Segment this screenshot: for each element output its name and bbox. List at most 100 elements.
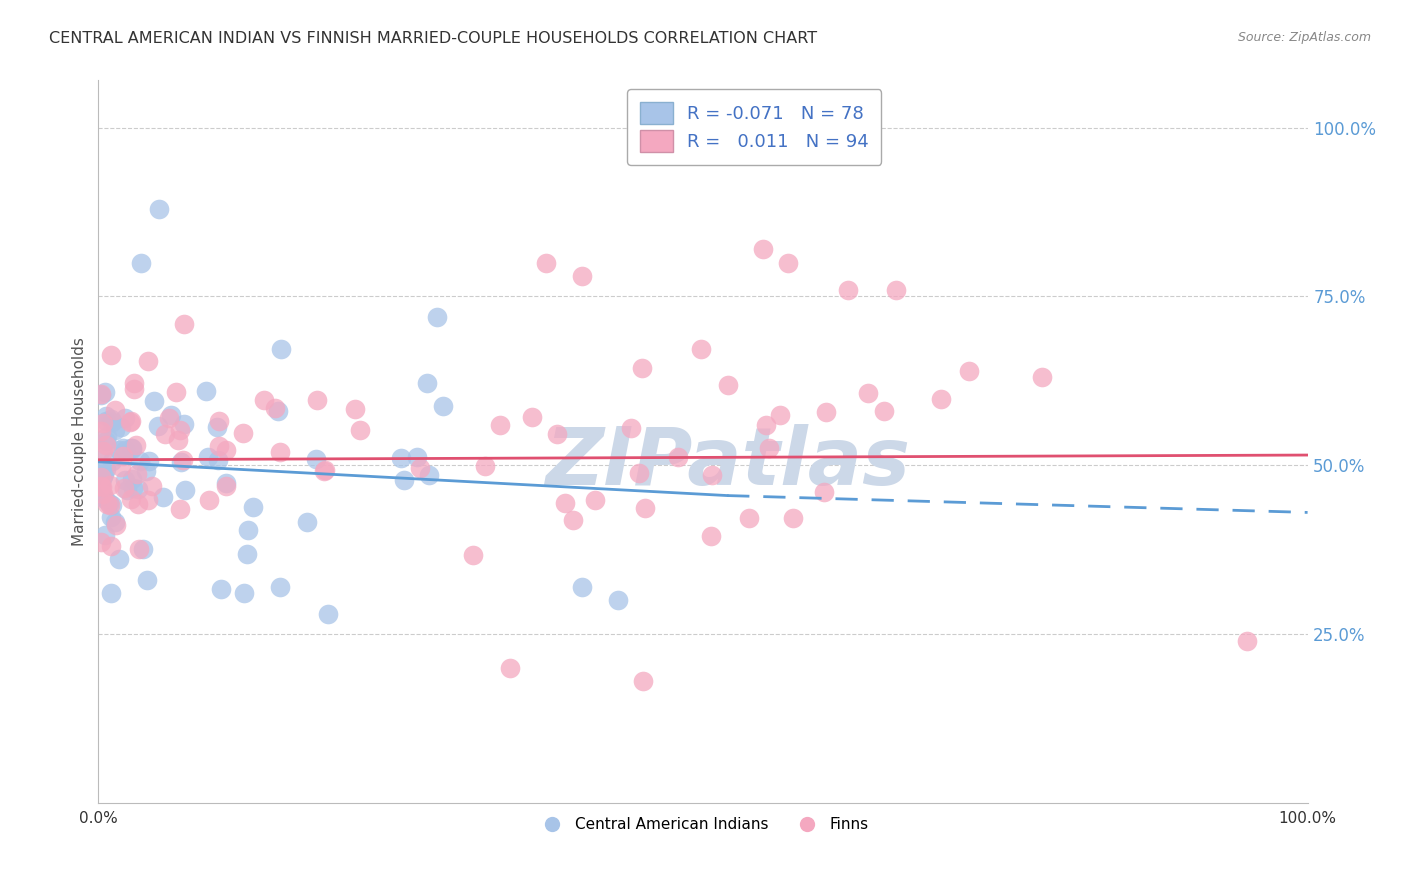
Point	[128, 541, 150, 556]
Point	[94, 438, 117, 452]
Point	[110, 460, 132, 475]
Point	[408, 460, 430, 475]
Point	[432, 399, 454, 413]
Point	[104, 515, 127, 529]
Point	[98, 496, 121, 510]
Point	[389, 451, 412, 466]
Point	[305, 451, 328, 466]
Point	[148, 202, 170, 216]
Point	[752, 242, 775, 256]
Point	[90, 388, 112, 402]
Point	[104, 402, 127, 417]
Point	[148, 419, 170, 434]
Point	[114, 442, 136, 457]
Point	[198, 493, 221, 508]
Point	[546, 427, 568, 442]
Point	[127, 482, 149, 496]
Point	[104, 423, 127, 437]
Point	[173, 317, 195, 331]
Point	[138, 454, 160, 468]
Point	[269, 444, 291, 458]
Point	[215, 443, 238, 458]
Point	[520, 410, 543, 425]
Point	[91, 472, 114, 486]
Point	[108, 442, 131, 457]
Point	[534, 255, 557, 269]
Point	[153, 426, 176, 441]
Point	[738, 510, 761, 524]
Point	[90, 386, 112, 401]
Point	[214, 476, 236, 491]
Point	[135, 573, 157, 587]
Point	[571, 580, 593, 594]
Point	[94, 414, 117, 428]
Point	[124, 382, 146, 396]
Point	[416, 376, 439, 390]
Point	[112, 481, 135, 495]
Point	[125, 437, 148, 451]
Point	[205, 419, 228, 434]
Point	[93, 416, 115, 430]
Point	[195, 384, 218, 399]
Point	[138, 354, 160, 368]
Point	[837, 283, 859, 297]
Point	[343, 402, 366, 417]
Point	[120, 492, 142, 507]
Point	[717, 378, 740, 392]
Point	[94, 385, 117, 400]
Point	[108, 552, 131, 566]
Point	[236, 548, 259, 562]
Y-axis label: Married-couple Households: Married-couple Households	[72, 337, 87, 546]
Point	[758, 441, 780, 455]
Point	[631, 360, 654, 375]
Point	[143, 394, 166, 409]
Point	[583, 492, 606, 507]
Point	[121, 441, 143, 455]
Point	[127, 467, 149, 481]
Point	[782, 510, 804, 524]
Point	[813, 485, 835, 500]
Point	[110, 419, 132, 434]
Point	[554, 495, 576, 509]
Point	[297, 515, 319, 529]
Text: Source: ZipAtlas.com: Source: ZipAtlas.com	[1237, 31, 1371, 45]
Point	[96, 429, 118, 443]
Point	[141, 479, 163, 493]
Point	[152, 490, 174, 504]
Point	[252, 393, 274, 408]
Point	[160, 408, 183, 422]
Point	[90, 425, 112, 439]
Point	[208, 439, 231, 453]
Point	[98, 478, 121, 492]
Point	[957, 364, 980, 378]
Point	[1236, 633, 1258, 648]
Point	[474, 458, 496, 473]
Point	[561, 513, 583, 527]
Point	[90, 534, 112, 549]
Point	[100, 498, 122, 512]
Point	[93, 528, 115, 542]
Point	[167, 433, 190, 447]
Point	[98, 498, 121, 512]
Point	[112, 442, 135, 456]
Point	[93, 467, 115, 481]
Point	[631, 674, 654, 689]
Point	[172, 453, 194, 467]
Point	[96, 461, 118, 475]
Point	[104, 518, 127, 533]
Point	[215, 479, 238, 493]
Point	[197, 450, 219, 464]
Point	[100, 412, 122, 426]
Point	[392, 473, 415, 487]
Point	[349, 423, 371, 437]
Point	[129, 255, 152, 269]
Point	[776, 255, 799, 269]
Point	[929, 392, 952, 407]
Point	[314, 463, 336, 477]
Point	[489, 417, 512, 432]
Point	[91, 480, 114, 494]
Point	[100, 348, 122, 362]
Point	[769, 408, 792, 422]
Point	[755, 417, 778, 432]
Point	[627, 466, 650, 480]
